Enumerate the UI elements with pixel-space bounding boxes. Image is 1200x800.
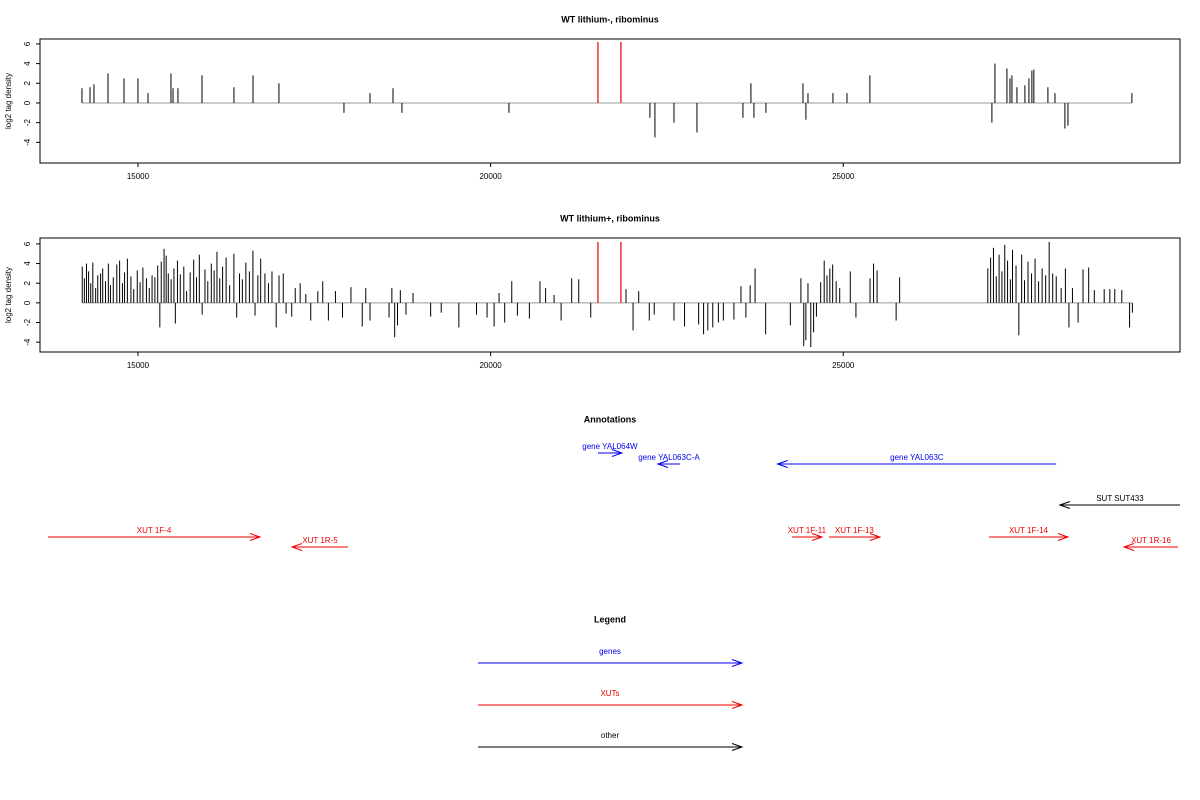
- feature-label: XUT 1F-11: [788, 526, 827, 535]
- feature-label: gene YAL064W: [582, 442, 638, 451]
- legend-label: other: [601, 731, 620, 740]
- x-tick-label: 25000: [832, 361, 855, 370]
- x-tick-label: 15000: [127, 172, 150, 181]
- y-tick-label: 6: [23, 241, 32, 246]
- y-axis-label: log2 tag density: [4, 267, 13, 323]
- y-tick-label: 2: [23, 280, 32, 285]
- plot-frame: [39, 237, 1181, 353]
- feature-label: XUT 1R-16: [1131, 536, 1171, 545]
- feature-arrow: [828, 533, 882, 541]
- legend-label: genes: [599, 647, 621, 656]
- feature-arrow: [597, 449, 624, 457]
- y-tick-label: -2: [23, 318, 32, 326]
- legend-label: XUTs: [600, 689, 619, 698]
- x-tick-label: 20000: [479, 172, 502, 181]
- feature-arrow: [1122, 543, 1179, 551]
- feature-label: XUT 1F-13: [835, 526, 875, 535]
- x-tick-label: 20000: [479, 361, 502, 370]
- feature-arrow: [1058, 501, 1180, 509]
- feature-arrow: [791, 533, 824, 541]
- chart-title: WT lithium+, ribominus: [560, 213, 660, 223]
- feature-label: gene YAL063C-A: [638, 453, 700, 462]
- y-tick-label: 4: [23, 261, 32, 266]
- legend-arrow: [478, 743, 744, 751]
- y-tick-label: -2: [23, 119, 32, 127]
- feature-arrow: [656, 460, 680, 468]
- legend-title: Legend: [594, 614, 626, 624]
- y-tick-label: 6: [23, 41, 32, 46]
- feature-label: XUT 1R-5: [302, 536, 338, 545]
- legend-arrow: [478, 659, 744, 667]
- y-axis-label: log2 tag density: [4, 73, 13, 129]
- y-tick-label: 4: [23, 61, 32, 66]
- y-tick-label: -4: [23, 338, 32, 346]
- feature-arrow: [48, 533, 262, 541]
- feature-arrow: [988, 533, 1070, 541]
- y-tick-label: 0: [23, 100, 32, 105]
- x-tick-label: 15000: [127, 361, 150, 370]
- feature-arrow: [776, 460, 1057, 468]
- legend-arrow: [478, 701, 744, 709]
- chart-title: Annotations: [584, 414, 637, 424]
- y-tick-label: 0: [23, 300, 32, 305]
- x-tick-label: 25000: [832, 172, 855, 181]
- y-tick-label: -4: [23, 138, 32, 146]
- feature-label: SUT SUT433: [1096, 494, 1144, 503]
- chart-title: WT lithium-, ribominus: [561, 14, 659, 24]
- feature-label: gene YAL063C: [890, 453, 944, 462]
- feature-arrow: [290, 543, 348, 551]
- feature-label: XUT 1F-14: [1009, 526, 1049, 535]
- plot-frame: [39, 38, 1181, 164]
- y-tick-label: 2: [23, 81, 32, 86]
- feature-label: XUT 1F-4: [137, 526, 172, 535]
